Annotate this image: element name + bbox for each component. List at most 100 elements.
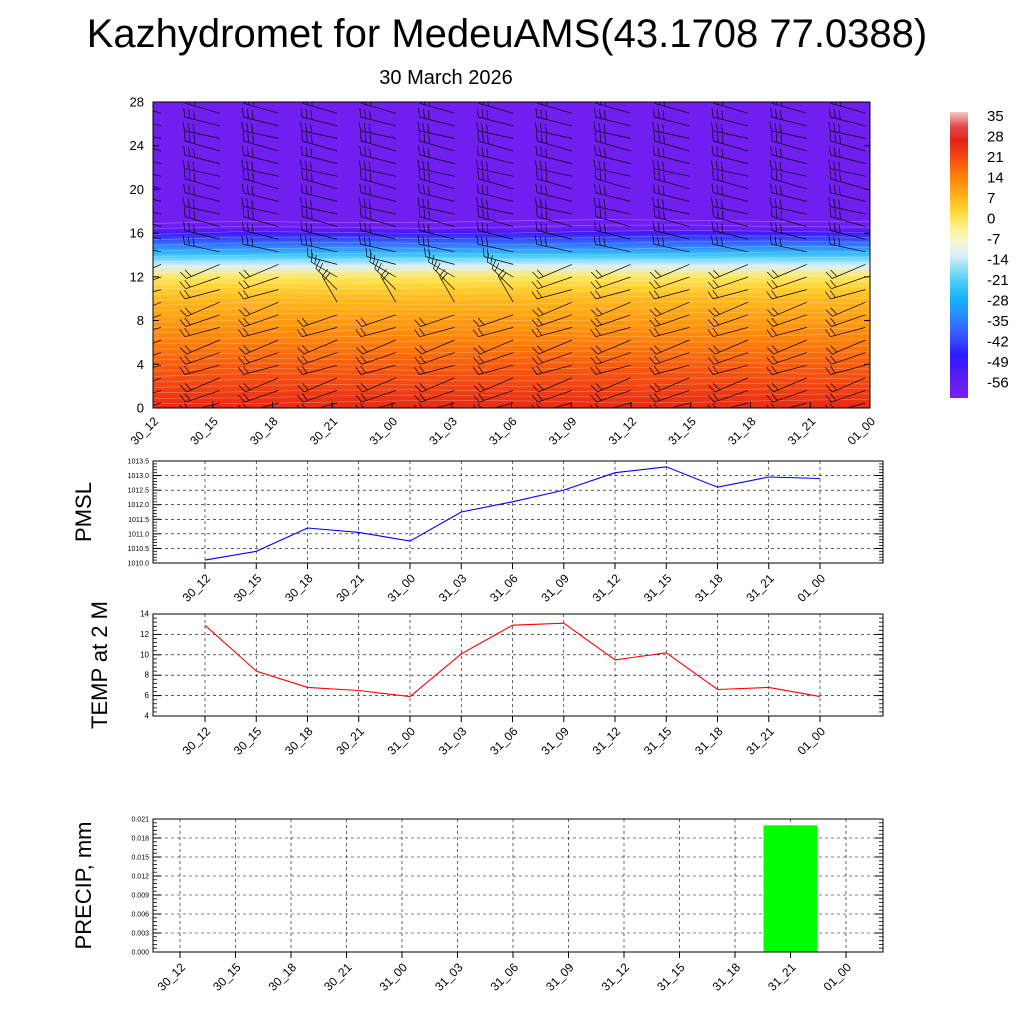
wind-barb [358,197,396,215]
wind-barb [766,289,807,300]
y-tick-label: 0.018 [131,836,149,843]
wind-barb [301,169,338,190]
wind-barb [238,289,279,300]
wind-barb [153,364,162,368]
wind-barb [825,289,866,300]
wind-barb [182,159,220,177]
contour-line [153,345,870,350]
x-tick-label: 30_15 [210,960,244,994]
contour-line [153,333,870,339]
wind-barb [473,390,514,403]
wind-barb [766,327,807,338]
contour-line [153,251,870,257]
wind-barb [242,132,279,152]
wind-barb [707,314,749,327]
wind-barb [652,159,690,177]
wind-barb [767,377,807,393]
wind-barb [652,108,690,127]
wind-barb [825,327,866,338]
wind-barb [153,327,162,330]
wind-barb [770,108,807,127]
wind-barb [417,121,455,139]
x-tick-label: 31_00 [367,414,401,448]
y-tick-label: 0 [137,401,144,416]
wind-barb [472,364,514,375]
wind-barb [184,102,220,114]
wind-barb [652,235,690,253]
wind-barb [418,169,455,190]
x-tick-label: 31_21 [785,414,819,448]
wind-barb [593,235,631,253]
wind-barb [712,102,749,114]
x-tick-label: 30_18 [282,571,316,605]
wind-barb [424,247,455,265]
wind-barb [153,352,162,356]
wind-barb [535,183,572,202]
wind-barb [473,377,514,393]
wind-barb [179,327,220,338]
wind-barb [531,289,572,300]
x-tick-label: 30_12 [155,960,189,994]
wind-barb [536,207,572,227]
wind-barb [359,183,396,202]
contour-line [153,382,870,388]
x-tick-label: 31_18 [710,960,744,994]
wind-barb [594,207,631,227]
colorbar-label: 0 [987,211,995,228]
y-tick-label: 0.000 [131,950,149,957]
y-tick-label: 4 [137,357,144,372]
wind-barb [182,235,220,253]
wind-barb [536,169,572,190]
wind-barb [532,339,573,355]
wind-barb [649,390,690,403]
wind-barb [594,132,631,152]
colorbar-label: -21 [987,272,1009,289]
colorbar-label: 14 [987,170,1004,187]
wind-barb [182,121,220,139]
wind-barb [590,289,631,300]
y-tick-label: 20 [130,182,144,197]
temp-2m-frame [152,613,884,717]
contour-line [153,300,870,306]
wind-barb [534,197,572,215]
wind-barb [590,314,631,327]
wind-barb [531,352,573,365]
wind-barb [238,264,279,279]
y-tick-label: 0.006 [131,912,149,919]
contour-line [153,246,870,252]
wind-barb [297,352,338,365]
wind-barb [712,207,749,227]
colorbar: 35 28 21 14 7 0 -7 -14 -21 -28 -35 -42 -49 -56 [950,108,1009,398]
x-tick-label: 30_18 [266,960,300,994]
wind-barb [300,235,338,253]
x-tick-label: 30_18 [247,414,281,448]
wind-barb [653,169,690,190]
contour-line [153,350,870,355]
wind-barb [711,221,749,240]
contour-line [153,327,870,333]
contour-line [153,274,870,279]
wind-barb [829,108,866,127]
wind-barb [180,301,220,317]
wind-barb [414,364,455,375]
wind-barb [711,235,749,253]
x-tick-label: 31_03 [426,414,460,448]
wind-barb [238,314,279,327]
wind-barb [365,247,396,265]
contour-line [153,393,870,399]
wind-barb [653,207,690,227]
y-tick-label: 8 [145,671,150,680]
x-tick-label: 30_12 [128,414,162,448]
wind-barb [418,183,455,202]
wind-barb [825,390,866,403]
y-tick-label: 4 [145,712,150,721]
wind-barb [770,145,807,164]
wind-barb [593,197,631,215]
wind-barb [594,169,631,190]
contour-line [153,240,870,246]
wind-barb [707,276,749,290]
x-tick-label: 31_12 [599,960,633,994]
x-tick-label: 01_00 [795,724,829,758]
y-tick-label: 8 [137,313,144,328]
wind-barb [302,102,338,114]
